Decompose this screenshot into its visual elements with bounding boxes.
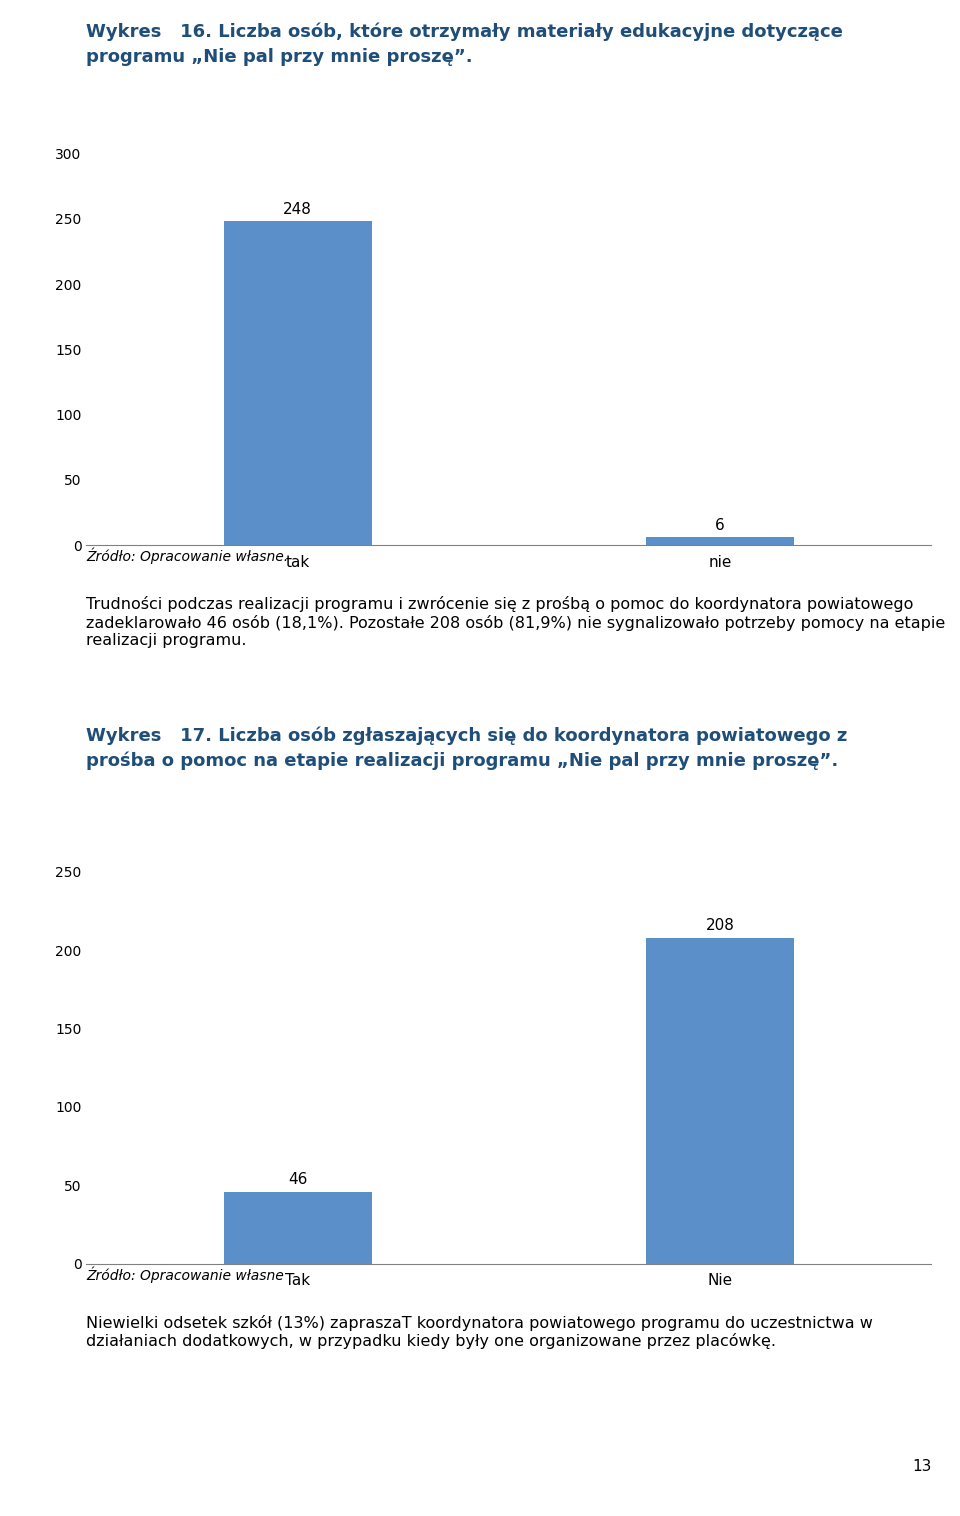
- Text: Źródło: Opracowanie własne.: Źródło: Opracowanie własne.: [86, 547, 289, 564]
- Bar: [646, 938, 794, 1264]
- Text: Trudności podczas realizacji programu i zwrócenie się z prośbą o pomoc do koordy: Trudności podczas realizacji programu i …: [86, 596, 946, 647]
- Bar: [646, 538, 794, 546]
- Text: 46: 46: [288, 1172, 307, 1187]
- Bar: [224, 221, 372, 546]
- Text: Wykres   17. Liczba osób zgłaszających się do koordynatora powiatowego z
prośba : Wykres 17. Liczba osób zgłaszających się…: [86, 726, 848, 770]
- Text: 6: 6: [715, 518, 725, 532]
- Text: 208: 208: [706, 919, 734, 932]
- Text: 248: 248: [283, 202, 312, 217]
- Text: Źródło: Opracowanie własne: Źródło: Opracowanie własne: [86, 1266, 284, 1283]
- Text: 13: 13: [912, 1460, 931, 1475]
- Text: Niewielki odsetek szkół (13%) zapraszaT koordynatora powiatowego programu do ucz: Niewielki odsetek szkół (13%) zapraszaT …: [86, 1314, 874, 1349]
- Text: Wykres   16. Liczba osób, które otrzymały materiały edukacyjne dotyczące
program: Wykres 16. Liczba osób, które otrzymały …: [86, 23, 843, 65]
- Bar: [224, 1192, 372, 1264]
